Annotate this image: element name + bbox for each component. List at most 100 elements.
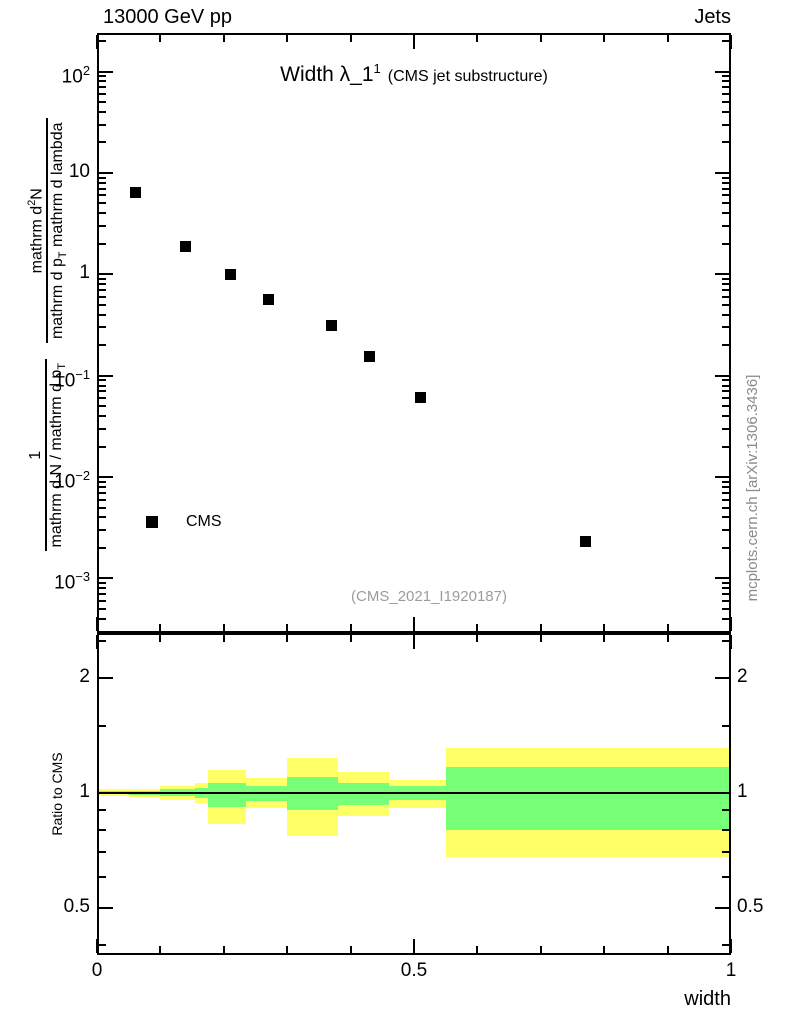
y-minor-tick: [722, 176, 729, 179]
data-point-square: [180, 240, 192, 252]
ratio-y-minor-tick: [99, 724, 106, 727]
mcplots-reference-note: mcplots.cern.ch [arXiv:1306.3436]: [744, 374, 761, 602]
y-minor-tick: [722, 506, 729, 509]
main-plot-panel: Width λ_11 (CMS jet substructure) CMS (CM…: [97, 33, 731, 633]
x-minor-tick: [539, 635, 542, 642]
y-minor-tick: [722, 608, 729, 610]
ratio-tick-label-left: 0.5: [63, 895, 90, 917]
y-minor-tick: [722, 295, 729, 298]
ratio-y-minor-tick: [722, 876, 729, 879]
y-minor-tick: [99, 529, 106, 532]
y-minor-tick: [99, 176, 106, 179]
x-minor-tick: [603, 946, 606, 953]
x-major-tick: [413, 939, 415, 953]
x-major-tick: [413, 35, 415, 49]
ratio-y-minor-tick: [722, 850, 729, 853]
ratio-y-major-tick: [99, 791, 113, 794]
ylabel-fraction-2: mathrm d2N mathrm d pT mathrm d lambda: [26, 118, 71, 344]
x-major-tick: [730, 617, 732, 631]
y-minor-tick: [99, 194, 106, 197]
x-major-tick: [413, 617, 415, 631]
y-minor-tick: [722, 405, 729, 408]
x-minor-tick: [159, 635, 162, 642]
x-minor-tick: [349, 624, 352, 631]
y-minor-tick: [99, 313, 106, 316]
y-minor-tick: [722, 80, 729, 83]
y-minor-tick: [99, 480, 106, 483]
x-minor-tick: [159, 35, 162, 42]
y-minor-tick: [99, 80, 106, 83]
y-minor-tick: [99, 608, 106, 610]
y-minor-tick: [99, 289, 106, 292]
y-minor-tick: [99, 405, 106, 408]
y-major-tick: [99, 70, 113, 73]
ylabel-frac1-numerator: 1: [27, 450, 45, 460]
y-minor-tick: [99, 516, 106, 519]
plot-title: Width λ_11 (CMS jet substructure): [99, 61, 729, 87]
y-minor-tick: [99, 101, 106, 104]
y-minor-tick: [722, 313, 729, 316]
data-point-square: [364, 350, 376, 362]
y-minor-tick: [99, 582, 106, 585]
ratio-y-minor-tick: [722, 943, 729, 946]
y-minor-tick: [722, 202, 729, 205]
y-minor-tick: [722, 599, 729, 602]
x-minor-tick: [349, 35, 352, 42]
ratio-tick-label-left: 2: [79, 665, 90, 687]
legend-label: CMS: [186, 513, 222, 530]
x-minor-tick: [476, 624, 479, 631]
x-minor-tick: [222, 635, 225, 642]
y-minor-tick: [722, 141, 729, 144]
y-minor-tick: [722, 326, 729, 329]
y-minor-tick: [722, 546, 729, 549]
y-major-tick: [99, 273, 113, 276]
y-minor-tick: [99, 384, 106, 387]
y-axis-tick-label: 10: [68, 160, 90, 182]
y-minor-tick: [722, 445, 729, 448]
y-minor-tick: [722, 123, 729, 126]
ratio-y-minor-tick: [722, 639, 729, 642]
data-point-square: [414, 391, 426, 403]
ratio-inner-band: [337, 783, 389, 805]
y-axis-tick-label: 10−1: [54, 366, 90, 392]
x-axis-title: width: [684, 988, 731, 1010]
y-minor-tick: [722, 40, 729, 43]
data-point-square: [326, 320, 338, 332]
ratio-tick-label-right: 1: [737, 780, 748, 802]
y-minor-tick: [99, 242, 106, 245]
x-major-tick: [413, 635, 415, 649]
y-minor-tick: [99, 283, 106, 286]
ratio-plot-panel: [97, 633, 731, 955]
y-minor-tick: [99, 593, 106, 596]
ratio-y-minor-tick: [99, 850, 106, 853]
y-minor-tick: [99, 485, 106, 488]
plot-title-superscript: 1: [373, 61, 381, 76]
y-minor-tick: [99, 141, 106, 144]
y-minor-tick: [99, 86, 106, 89]
ratio-y-minor-tick: [722, 828, 729, 831]
legend: CMS: [146, 513, 222, 531]
x-major-tick: [730, 635, 732, 649]
legend-marker-square: [146, 516, 158, 528]
y-minor-tick: [722, 194, 729, 197]
y-minor-tick: [99, 224, 106, 227]
y-minor-tick: [99, 506, 106, 509]
plot-title-main: Width λ_1: [280, 63, 374, 86]
x-major-tick: [96, 35, 98, 49]
y-major-tick: [715, 171, 729, 174]
y-minor-tick: [99, 599, 106, 602]
plot-title-subtitle: (CMS jet substructure): [387, 68, 548, 85]
y-minor-tick: [722, 344, 729, 347]
y-minor-tick: [722, 86, 729, 89]
y-minor-tick: [722, 212, 729, 215]
data-point-square: [262, 293, 274, 305]
x-major-tick: [730, 939, 732, 953]
y-minor-tick: [99, 445, 106, 448]
x-minor-tick: [286, 624, 289, 631]
y-major-tick: [99, 171, 113, 174]
y-minor-tick: [99, 397, 106, 400]
y-minor-tick: [722, 379, 729, 382]
y-minor-tick: [722, 397, 729, 400]
y-minor-tick: [722, 529, 729, 532]
x-major-tick: [730, 35, 732, 49]
